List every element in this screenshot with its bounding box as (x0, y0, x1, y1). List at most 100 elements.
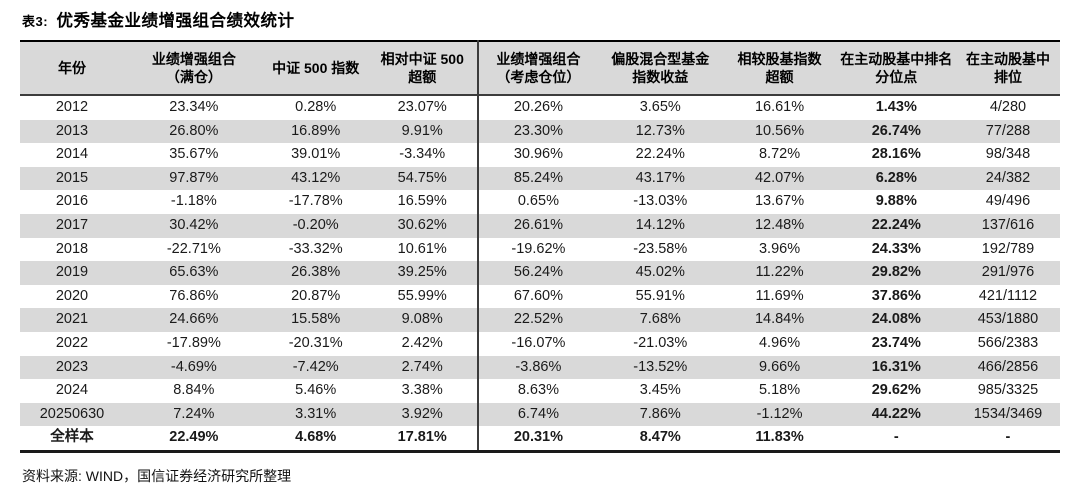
value-cell: -4.69% (124, 355, 264, 380)
value-cell: 137/616 (955, 213, 1060, 238)
year-cell: 2021 (20, 308, 124, 332)
value-cell: -3.86% (476, 355, 599, 380)
year-cell: 2012 (55, 99, 89, 115)
value-cell: -17.78% (288, 193, 343, 210)
value-cell: 54.75% (367, 166, 478, 191)
value-cell: 23.74% (871, 334, 921, 351)
value-cell: -22.71% (166, 240, 221, 257)
value-cell: -1.18% (170, 193, 217, 210)
value-cell: 26.74% (836, 119, 956, 144)
value-cell: 98/348 (985, 146, 1031, 163)
value-cell: 4.96% (758, 334, 801, 351)
value-cell: 85.24% (476, 166, 599, 191)
value-cell: 49/496 (985, 193, 1031, 210)
value-cell: 22.24% (635, 146, 685, 163)
year-cell: 2018 (55, 240, 89, 257)
value-cell: 3.65% (639, 99, 681, 115)
value-cell: 29.62% (871, 382, 921, 399)
value-cell: 97.87% (124, 166, 264, 191)
value-cell: 23.34% (169, 99, 219, 115)
column-header-6: 相较股基指数 超额 (722, 41, 837, 96)
value-cell: 12.73% (598, 119, 723, 144)
value-cell: 14.12% (598, 213, 723, 238)
value-cell: 3.38% (401, 382, 443, 399)
value-cell: 43.12% (263, 166, 368, 191)
year-cell: 2016 (55, 193, 89, 210)
column-header-2: 中证 500 指数 (263, 41, 368, 96)
value-cell: 566/2383 (977, 334, 1039, 351)
year-cell: 2013 (20, 119, 124, 144)
column-header-5: 偏股混合型基金 指数收益 (598, 41, 723, 96)
value-cell: 44.22% (836, 402, 956, 427)
table-body: 2012 23.34% 0.28% 23.07% 20.26% 3.65% 16.61% 1.… (20, 95, 1060, 452)
year-cell: 2014 (55, 146, 89, 163)
value-cell: -23.58% (633, 240, 688, 257)
value-cell: 14.84% (722, 308, 837, 332)
value-cell: -20.31% (288, 334, 343, 351)
value-cell: 67.60% (476, 284, 599, 309)
table-header: 年份 业绩增强组合 （满仓） 中证 500 指数 相对中证 500 超额 业绩增强组合 … (20, 41, 1060, 96)
table-row: 2017 30.42% -0.20% 30.62% 26.61% 14.12% 12.48%… (20, 213, 1060, 238)
table-title-text: 优秀基金业绩增强组合绩效统计 (56, 12, 295, 30)
value-cell: 3.92% (367, 402, 478, 427)
value-cell: 291/976 (955, 261, 1060, 285)
value-cell: 6.28% (836, 166, 956, 191)
value-cell: 22.49% (169, 429, 219, 446)
value-cell: 16.89% (263, 119, 368, 144)
value-cell: 466/2856 (955, 355, 1060, 380)
value-cell: 10.61% (397, 240, 447, 257)
value-cell: 1534/3469 (955, 402, 1060, 427)
value-cell: 12.48% (722, 213, 837, 238)
value-cell: 11.22% (722, 261, 837, 285)
header-row: 年份 业绩增强组合 （满仓） 中证 500 指数 相对中证 500 超额 业绩增强组合 … (20, 41, 1060, 96)
value-cell: 24.66% (124, 308, 264, 332)
value-cell: 39.25% (367, 261, 478, 285)
value-cell: -16.07% (476, 331, 599, 356)
value-cell: 20.26% (476, 95, 599, 120)
value-cell: 65.63% (124, 261, 264, 285)
value-cell: 35.67% (169, 146, 219, 163)
value-cell: 20.87% (291, 287, 341, 304)
source-note: 资料来源: WIND，国信证券经济研究所整理 (22, 467, 292, 484)
year-cell: 2020 (55, 287, 89, 304)
table-row: 2024 8.84% 5.46% 3.38% 8.63% 3.45% 5.18% 29.62%… (20, 379, 1060, 403)
value-cell: 11.83% (755, 429, 804, 446)
value-cell: 45.02% (598, 261, 723, 285)
table-row: 2016 -1.18% -17.78% 16.59% 0.65% -13.03% 13.67… (20, 190, 1060, 214)
value-cell: 6.74% (476, 402, 599, 427)
value-cell: 37.86% (871, 287, 921, 304)
column-header-7: 在主动股基中排名 分位点 (836, 41, 956, 96)
table-row: 20250630 7.24% 3.31% 3.92% 6.74% 7.86% -1.12% 4… (20, 402, 1060, 427)
value-cell: 4/280 (989, 99, 1027, 115)
column-header-3: 相对中证 500 超额 (367, 41, 478, 96)
value-cell: 16.59% (397, 193, 447, 210)
year-cell: 2022 (55, 334, 89, 351)
table-row: 2014 35.67% 39.01% -3.34% 30.96% 22.24% 8.72% 2… (20, 143, 1060, 167)
column-header-4: 业绩增强组合 （考虑仓位） (476, 41, 599, 96)
column-header-8: 在主动股基中 排位 (955, 41, 1060, 96)
value-cell: -21.03% (633, 334, 688, 351)
value-cell: 7.24% (124, 402, 264, 427)
year-cell: 2023 (20, 355, 124, 380)
value-cell: 8.47% (639, 429, 681, 446)
value-cell: 2.74% (367, 355, 478, 380)
value-cell: 20.31% (476, 426, 599, 452)
value-cell: 13.67% (754, 193, 805, 210)
value-cell: 2.42% (401, 334, 443, 351)
column-header-1: 业绩增强组合 （满仓） (124, 41, 264, 96)
value-cell: 0.65% (476, 190, 599, 214)
value-cell: 22.24% (836, 213, 956, 238)
value-cell: 30.62% (367, 213, 478, 238)
value-cell: 39.01% (291, 146, 341, 163)
value-cell: 23.07% (397, 99, 447, 115)
value-cell: 55.91% (635, 287, 685, 304)
value-cell: 22.52% (476, 308, 599, 332)
value-cell: 9.66% (722, 355, 837, 380)
value-cell: 421/1112 (978, 287, 1038, 304)
table-title: 表3: 优秀基金业绩增强组合绩效统计 (20, 5, 1060, 40)
value-cell: 56.24% (476, 261, 599, 285)
year-cell: 2017 (20, 213, 124, 238)
value-cell: 24.08% (836, 308, 956, 332)
value-cell: 0.28% (295, 99, 337, 115)
